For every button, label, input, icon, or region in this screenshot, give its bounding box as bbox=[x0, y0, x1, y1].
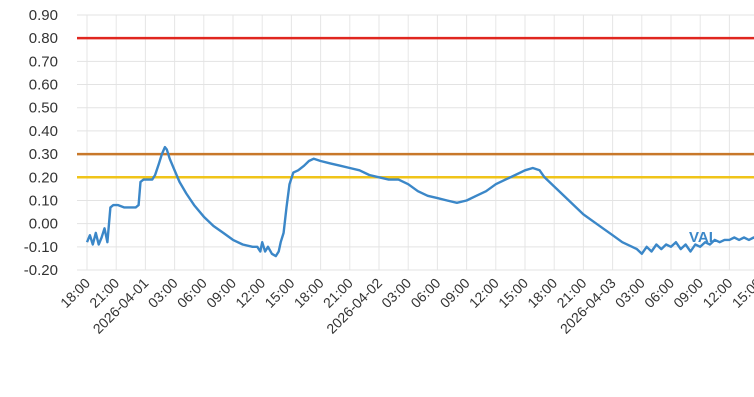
x-tick-label: 12:00 bbox=[699, 275, 735, 311]
series-label-val: VAL bbox=[689, 229, 718, 246]
x-tick-label: 09:00 bbox=[203, 275, 239, 311]
series-line bbox=[85, 145, 754, 258]
y-tick-label: -0.10 bbox=[24, 239, 58, 256]
x-tick-label: 12:00 bbox=[232, 275, 268, 311]
y-tick-label: -0.20 bbox=[24, 262, 58, 279]
y-tick-label: 0.40 bbox=[29, 123, 58, 140]
horizontal-grid bbox=[77, 14, 754, 271]
x-tick-label: 18:00 bbox=[524, 275, 560, 311]
x-axis-ticks: 18:0021:002026-04-0103:0006:0009:0012:00… bbox=[57, 275, 754, 337]
y-tick-label: 0.10 bbox=[29, 192, 58, 209]
x-tick-label: 15:00 bbox=[495, 275, 531, 311]
x-tick-label: 18:00 bbox=[57, 275, 93, 311]
y-tick-label: 0.00 bbox=[29, 216, 58, 233]
x-tick-label: 12:00 bbox=[466, 275, 502, 311]
x-tick-label: 15:00 bbox=[729, 275, 754, 311]
y-tick-label: 0.20 bbox=[29, 169, 58, 186]
x-tick-label: 09:00 bbox=[437, 275, 473, 311]
threshold-lines bbox=[77, 36, 754, 179]
y-tick-label: 0.30 bbox=[29, 146, 58, 163]
y-tick-label: 0.90 bbox=[29, 7, 58, 24]
x-tick-label: 06:00 bbox=[641, 275, 677, 311]
y-tick-label: 0.50 bbox=[29, 100, 58, 117]
x-tick-label: 06:00 bbox=[407, 275, 443, 311]
vertical-grid bbox=[86, 15, 730, 270]
x-tick-label: 03:00 bbox=[145, 275, 181, 311]
y-tick-label: 0.70 bbox=[29, 53, 58, 70]
x-tick-label: 15:00 bbox=[261, 275, 297, 311]
y-axis-ticks: 0.90 0.80 0.70 0.60 0.50 0.40 0.30 0.20 0.10 0.00… bbox=[24, 7, 58, 279]
y-tick-label: 0.80 bbox=[29, 30, 58, 47]
x-tick-label: 03:00 bbox=[612, 275, 648, 311]
x-tick-label: 06:00 bbox=[174, 275, 210, 311]
x-tick-label: 09:00 bbox=[670, 275, 706, 311]
y-tick-label: 0.60 bbox=[29, 77, 58, 94]
x-tick-label: 18:00 bbox=[291, 275, 327, 311]
x-tick-label: 03:00 bbox=[378, 275, 414, 311]
series-layer bbox=[85, 145, 754, 258]
